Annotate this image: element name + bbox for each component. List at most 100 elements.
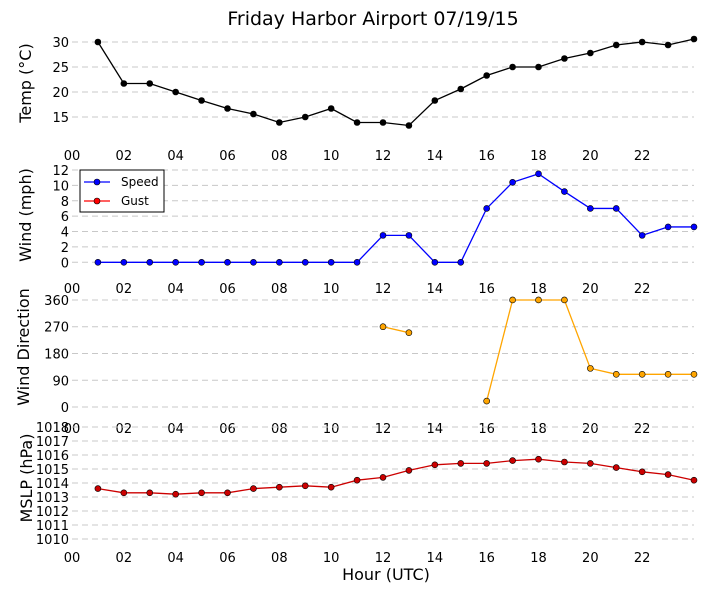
data-point bbox=[561, 188, 568, 195]
data-point bbox=[94, 485, 102, 492]
data-point bbox=[535, 63, 542, 71]
x-tick-label: 16 bbox=[478, 282, 495, 297]
x-tick-label: 18 bbox=[530, 551, 547, 566]
data-point bbox=[664, 471, 672, 478]
y-tick-label: 6 bbox=[61, 210, 69, 225]
data-point bbox=[664, 371, 672, 378]
x-tick-label: 12 bbox=[375, 422, 392, 437]
data-point bbox=[301, 259, 309, 266]
data-point bbox=[120, 259, 128, 266]
y-axis-label: MSLP (hPa) bbox=[17, 434, 36, 523]
x-tick-label: 22 bbox=[634, 422, 651, 437]
legend-label-speed: Speed bbox=[121, 175, 159, 189]
legend-label-gust: Gust bbox=[121, 194, 149, 208]
y-tick-label: 0 bbox=[61, 401, 69, 416]
x-tick-label: 04 bbox=[167, 551, 184, 566]
x-tick-label: 18 bbox=[530, 422, 547, 437]
series-line bbox=[97, 458, 695, 495]
x-tick-label: 08 bbox=[271, 282, 288, 297]
data-point bbox=[561, 458, 568, 466]
y-tick-label: 1010 bbox=[36, 533, 69, 548]
data-point bbox=[612, 371, 620, 378]
x-tick-label: 16 bbox=[478, 149, 495, 164]
data-point bbox=[120, 489, 128, 497]
x-tick-label: 00 bbox=[64, 551, 81, 566]
x-axis-label: Hour (UTC) bbox=[342, 565, 430, 584]
y-tick-label: 12 bbox=[52, 164, 69, 179]
x-tick-label: 00 bbox=[64, 149, 81, 164]
data-point bbox=[638, 468, 646, 476]
data-point bbox=[301, 113, 309, 121]
data-point bbox=[94, 38, 102, 46]
data-point bbox=[509, 63, 516, 71]
x-tick-label: 20 bbox=[582, 282, 599, 297]
y-tick-label: 90 bbox=[52, 374, 69, 389]
chart-title: Friday Harbor Airport 07/19/15 bbox=[227, 8, 518, 30]
data-point bbox=[483, 397, 490, 405]
y-tick-label: 1011 bbox=[36, 519, 69, 534]
data-point bbox=[690, 476, 698, 484]
x-tick-label: 12 bbox=[375, 149, 392, 164]
x-tick-label: 08 bbox=[271, 422, 288, 437]
x-tick-label: 18 bbox=[530, 282, 547, 297]
x-tick-label: 14 bbox=[427, 282, 444, 297]
data-point bbox=[250, 485, 257, 492]
x-tick-label: 12 bbox=[375, 282, 392, 297]
y-axis-label: Wind (mph) bbox=[16, 168, 35, 262]
x-tick-label: 04 bbox=[167, 282, 184, 297]
x-tick-label: 06 bbox=[219, 422, 236, 437]
y-tick-label: 1018 bbox=[36, 421, 69, 436]
data-point bbox=[172, 88, 179, 96]
x-tick-label: 08 bbox=[271, 149, 288, 164]
y-tick-label: 1014 bbox=[36, 477, 69, 492]
data-point bbox=[224, 489, 231, 497]
data-point bbox=[664, 223, 672, 231]
series-line bbox=[97, 173, 694, 263]
data-point bbox=[198, 489, 205, 497]
x-tick-label: 02 bbox=[116, 282, 133, 297]
data-point bbox=[146, 489, 154, 497]
data-point bbox=[353, 259, 361, 266]
y-tick-label: 30 bbox=[52, 36, 69, 51]
x-tick-label: 10 bbox=[323, 422, 340, 437]
y-tick-label: 10 bbox=[52, 179, 69, 194]
x-tick-label: 22 bbox=[634, 551, 651, 566]
x-tick-label: 20 bbox=[582, 149, 599, 164]
data-point bbox=[224, 105, 231, 112]
x-tick-label: 00 bbox=[64, 282, 81, 297]
data-point bbox=[535, 455, 542, 463]
data-point bbox=[379, 232, 387, 239]
y-axis-label: Temp (°C) bbox=[16, 43, 35, 123]
data-point bbox=[276, 483, 283, 491]
data-point bbox=[172, 259, 179, 266]
data-point bbox=[353, 476, 361, 484]
data-point bbox=[587, 460, 594, 467]
x-tick-label: 16 bbox=[478, 551, 495, 566]
x-tick-label: 08 bbox=[271, 551, 288, 566]
y-tick-label: 1016 bbox=[36, 449, 69, 464]
data-point bbox=[224, 259, 231, 266]
x-tick-label: 10 bbox=[323, 149, 340, 164]
data-point bbox=[561, 55, 568, 62]
y-tick-label: 1012 bbox=[36, 505, 69, 520]
data-point bbox=[405, 467, 413, 474]
y-tick-label: 25 bbox=[52, 61, 69, 76]
x-tick-label: 10 bbox=[323, 282, 340, 297]
x-tick-label: 18 bbox=[530, 149, 547, 164]
data-point bbox=[250, 259, 257, 266]
y-axis-label: Wind Direction bbox=[14, 288, 33, 406]
data-point bbox=[483, 205, 490, 212]
x-tick-label: 04 bbox=[167, 149, 184, 164]
x-tick-label: 14 bbox=[427, 149, 444, 164]
data-point bbox=[379, 323, 387, 331]
data-point bbox=[405, 122, 413, 129]
data-point bbox=[250, 110, 257, 118]
legend-box bbox=[79, 169, 165, 213]
data-point bbox=[379, 474, 387, 481]
data-point bbox=[120, 80, 128, 87]
data-point bbox=[405, 329, 413, 336]
data-point bbox=[198, 97, 205, 104]
data-point bbox=[457, 259, 465, 266]
